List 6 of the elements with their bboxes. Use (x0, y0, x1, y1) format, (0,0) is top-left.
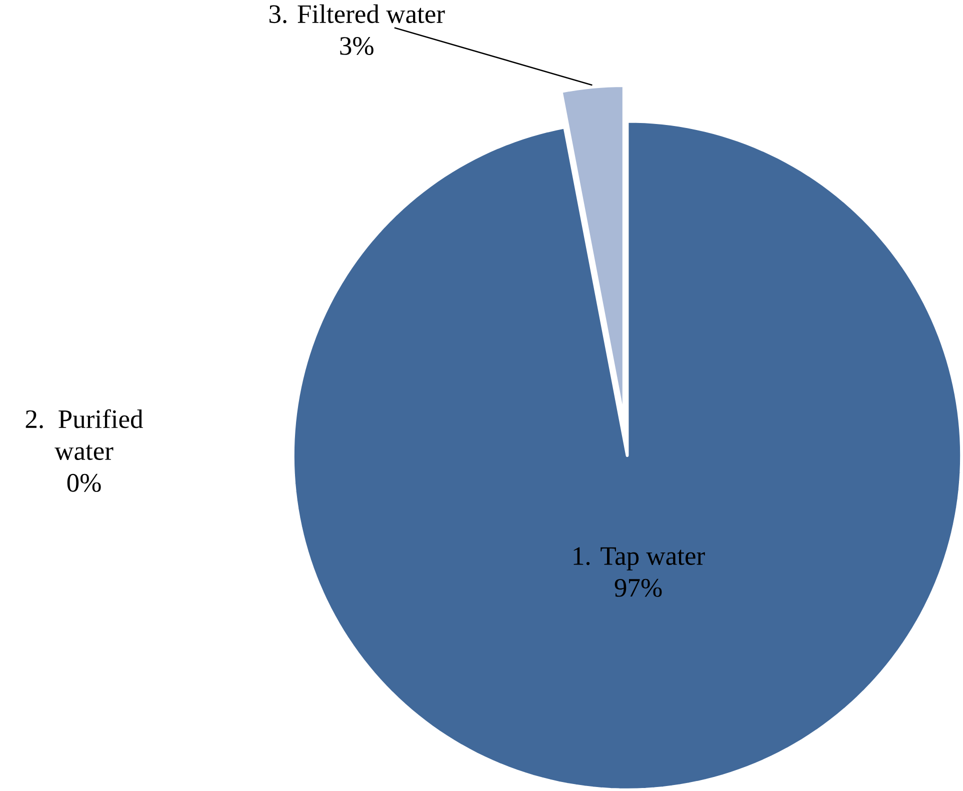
data-label: 3% (340, 36, 374, 55)
slice-label: 1. Tap water (574, 547, 705, 570)
text: 0% (67, 474, 101, 492)
category-label: 2. Purified water (26, 409, 143, 460)
data-label: 97% (614, 578, 662, 597)
slice-label: 3. Filtered water (269, 4, 445, 24)
